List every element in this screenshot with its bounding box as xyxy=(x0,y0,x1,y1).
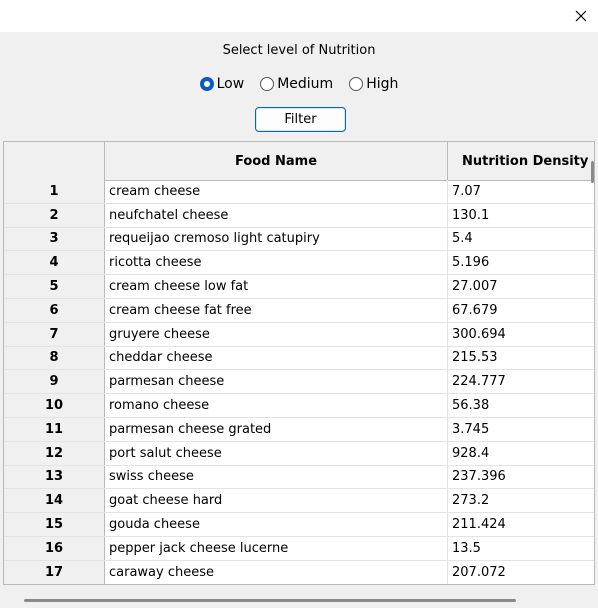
header-index[interactable] xyxy=(4,142,105,180)
row-index[interactable]: 1 xyxy=(4,180,105,203)
table-row[interactable]: 14 goat cheese hard 273.2 xyxy=(4,489,594,514)
radio-low[interactable]: Low xyxy=(199,76,245,92)
table-header: Food Name Nutrition Density xyxy=(4,142,594,181)
radio-high-circle[interactable] xyxy=(349,77,364,91)
row-index[interactable]: 17 xyxy=(4,560,105,584)
food-name-cell[interactable]: parmesan cheese xyxy=(105,370,448,394)
nutrition-density-cell[interactable]: 130.1 xyxy=(452,207,490,223)
table-row[interactable]: 5 cream cheese low fat 27.007 xyxy=(4,275,594,299)
food-name-cell[interactable]: parmesan cheese grated xyxy=(105,417,448,441)
filter-button[interactable]: Filter xyxy=(255,107,346,132)
nutrition-density-cell[interactable]: 300.694 xyxy=(452,326,506,342)
nutrition-level-radio-group: Low Medium High xyxy=(0,74,598,94)
food-name-cell[interactable]: gruyere cheese xyxy=(105,322,448,346)
table-row[interactable]: 7 gruyere cheese 300.694 xyxy=(4,322,594,347)
row-index[interactable]: 5 xyxy=(4,275,105,298)
radio-medium[interactable]: Medium xyxy=(260,76,333,92)
nutrition-density-cell[interactable]: 3.745 xyxy=(452,421,490,437)
row-index[interactable]: 7 xyxy=(4,322,105,346)
table-row[interactable]: 10 romano cheese 56.38 xyxy=(4,394,594,418)
table-body: 1 cream cheese 7.07 2 neufchatel cheese 130.1… xyxy=(4,180,594,584)
table-row[interactable]: 15 gouda cheese 211.424 xyxy=(4,513,594,537)
nutrition-density-cell[interactable]: 7.07 xyxy=(452,183,481,199)
food-name-cell[interactable]: pepper jack cheese lucerne xyxy=(105,536,448,560)
table-row[interactable]: 12 port salut cheese 928.4 xyxy=(4,441,594,466)
food-name-cell[interactable]: port salut cheese xyxy=(105,441,448,465)
food-table: Food Name Nutrition Density 1 cream chees… xyxy=(3,141,595,585)
radio-low-label[interactable]: Low xyxy=(216,76,245,92)
nutrition-density-cell[interactable]: 237.396 xyxy=(452,469,506,485)
close-icon xyxy=(575,10,587,22)
nutrition-density-cell[interactable]: 13.5 xyxy=(452,540,481,556)
nutrition-density-cell[interactable]: 56.38 xyxy=(452,398,490,414)
food-name-cell[interactable]: gouda cheese xyxy=(105,513,448,536)
food-name-cell[interactable]: neufchatel cheese xyxy=(105,203,448,227)
header-nutrition-density[interactable]: Nutrition Density xyxy=(448,142,594,180)
table-row[interactable]: 3 requeijao cremoso light catupiry 5.4 xyxy=(4,227,594,252)
nutrition-level-heading: Select level of Nutrition xyxy=(222,43,376,58)
table-row[interactable]: 1 cream cheese 7.07 xyxy=(4,180,594,204)
nutrition-density-cell[interactable]: 224.777 xyxy=(452,374,506,390)
row-index[interactable]: 15 xyxy=(4,513,105,536)
nutrition-density-cell[interactable]: 5.4 xyxy=(452,231,473,247)
radio-high-label[interactable]: High xyxy=(366,76,399,92)
food-name-cell[interactable]: cream cheese xyxy=(105,180,448,203)
table-row[interactable]: 16 pepper jack cheese lucerne 13.5 xyxy=(4,536,594,561)
food-name-cell[interactable]: requeijao cremoso light catupiry xyxy=(105,227,448,251)
food-name-cell[interactable]: goat cheese hard xyxy=(105,489,448,513)
food-name-cell[interactable]: caraway cheese xyxy=(105,560,448,584)
radio-high[interactable]: High xyxy=(349,76,398,92)
food-name-cell[interactable]: ricotta cheese xyxy=(105,251,448,275)
radio-medium-circle[interactable] xyxy=(260,77,275,91)
food-name-cell[interactable]: cream cheese fat free xyxy=(105,298,448,322)
row-index[interactable]: 2 xyxy=(4,203,105,227)
nutrition-density-cell[interactable]: 215.53 xyxy=(452,350,498,366)
table-row[interactable]: 13 swiss cheese 237.396 xyxy=(4,465,594,490)
title-bar xyxy=(0,0,598,32)
nutrition-density-cell[interactable]: 211.424 xyxy=(452,517,506,533)
row-index[interactable]: 16 xyxy=(4,536,105,560)
table-row[interactable]: 11 parmesan cheese grated 3.745 xyxy=(4,417,594,442)
nutrition-density-cell[interactable]: 67.679 xyxy=(452,302,498,318)
horizontal-scrollbar[interactable] xyxy=(24,599,516,602)
food-name-cell[interactable]: swiss cheese xyxy=(105,465,448,489)
table-row[interactable]: 8 cheddar cheese 215.53 xyxy=(4,346,594,371)
vertical-scrollbar[interactable] xyxy=(591,161,594,183)
table-row[interactable]: 6 cream cheese fat free 67.679 xyxy=(4,298,594,323)
table-row[interactable]: 17 caraway cheese 207.072 xyxy=(4,560,594,584)
row-index[interactable]: 9 xyxy=(4,370,105,394)
row-index[interactable]: 14 xyxy=(4,489,105,513)
row-index[interactable]: 12 xyxy=(4,441,105,465)
row-index[interactable]: 8 xyxy=(4,346,105,370)
header-food-name[interactable]: Food Name xyxy=(105,142,448,180)
radio-medium-label[interactable]: Medium xyxy=(277,76,334,92)
row-index[interactable]: 11 xyxy=(4,417,105,441)
food-name-cell[interactable]: romano cheese xyxy=(105,394,448,417)
table-row[interactable]: 2 neufchatel cheese 130.1 xyxy=(4,203,594,228)
radio-low-circle[interactable] xyxy=(199,77,214,91)
food-name-cell[interactable]: cheddar cheese xyxy=(105,346,448,370)
food-name-cell[interactable]: cream cheese low fat xyxy=(105,275,448,298)
nutrition-density-cell[interactable]: 928.4 xyxy=(452,445,490,461)
table-row[interactable]: 4 ricotta cheese 5.196 xyxy=(4,251,594,276)
nutrition-density-cell[interactable]: 5.196 xyxy=(452,255,490,271)
table-row[interactable]: 9 parmesan cheese 224.777 xyxy=(4,370,594,395)
nutrition-density-cell[interactable]: 207.072 xyxy=(452,564,506,580)
row-index[interactable]: 6 xyxy=(4,298,105,322)
row-index[interactable]: 4 xyxy=(4,251,105,275)
row-index[interactable]: 13 xyxy=(4,465,105,489)
nutrition-density-cell[interactable]: 27.007 xyxy=(452,279,498,295)
row-index[interactable]: 10 xyxy=(4,394,105,417)
nutrition-density-cell[interactable]: 273.2 xyxy=(452,493,490,509)
close-button[interactable] xyxy=(564,0,598,32)
row-index[interactable]: 3 xyxy=(4,227,105,251)
